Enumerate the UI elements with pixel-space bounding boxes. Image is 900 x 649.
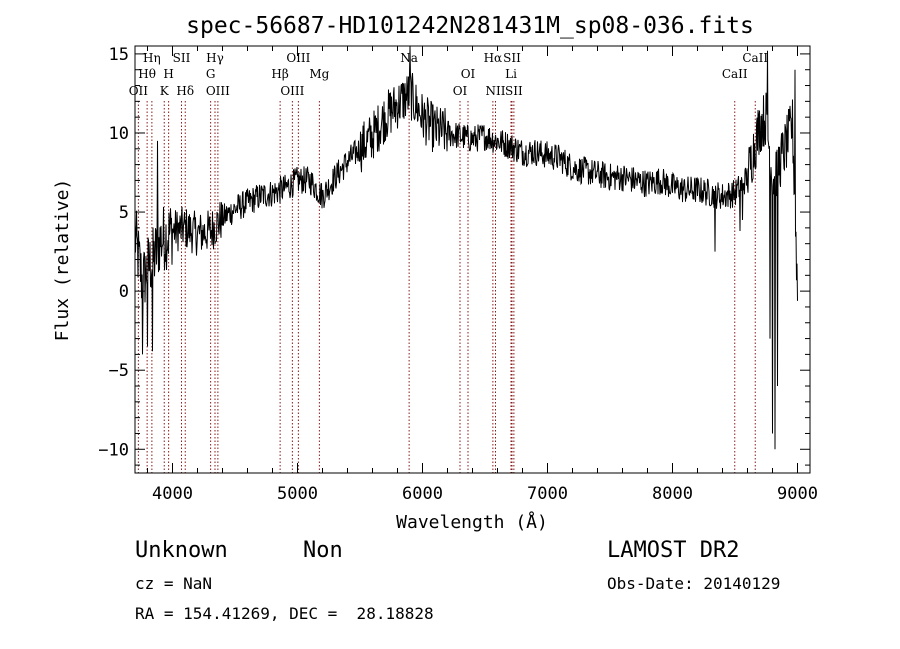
line-label: Li: [505, 67, 517, 81]
chart-title: spec-56687-HD101242N281431M_sp08-036.fit…: [186, 13, 754, 39]
object-class: Unknown: [135, 538, 228, 563]
line-markers: [137, 101, 756, 473]
line-label: OII: [129, 84, 149, 98]
y-tick-label: −5: [109, 361, 129, 381]
spectrum-chart: spec-56687-HD101242N281431M_sp08-036.fit…: [52, 13, 818, 533]
line-label: OIII: [280, 84, 304, 98]
line-label: K: [160, 84, 170, 98]
redshift-text: cz = NaN: [135, 574, 213, 593]
object-subclass: Non: [303, 538, 343, 563]
y-tick-label: −10: [98, 440, 129, 460]
x-tick-label: 4000: [152, 484, 193, 504]
line-label: Hβ: [271, 67, 288, 81]
line-label: OIII: [206, 84, 230, 98]
y-axis: −10 −5 0 5 10 15: [98, 45, 810, 466]
line-label: SII: [503, 51, 521, 65]
line-label: OI: [453, 84, 468, 98]
line-label: CaII: [722, 67, 748, 81]
line-label: CaII: [742, 51, 768, 65]
line-label: SII: [505, 84, 523, 98]
x-tick-label: 7000: [527, 484, 568, 504]
spectrum-line: [134, 45, 798, 450]
line-label: OIII: [286, 51, 310, 65]
y-axis-label: Flux (relative): [52, 179, 73, 342]
x-tick-label: 9000: [777, 484, 818, 504]
obs-date: Obs-Date: 20140129: [607, 574, 781, 593]
x-tick-label: 8000: [652, 484, 693, 504]
y-tick-label: 5: [119, 203, 129, 223]
plot-frame: [134, 45, 811, 474]
x-axis: 4000 5000 6000 7000 8000 9000: [147, 46, 818, 504]
y-tick-label: 0: [119, 282, 129, 302]
line-label: H: [163, 67, 173, 81]
line-label: Hα: [484, 51, 503, 65]
y-tick-label: 10: [109, 124, 129, 144]
survey-name: LAMOST DR2: [607, 538, 740, 563]
line-label: Hγ: [206, 51, 224, 65]
x-axis-label: Wavelength (Å): [396, 511, 548, 533]
line-label: SII: [173, 51, 191, 65]
x-tick-label: 5000: [277, 484, 318, 504]
line-label: Hη: [143, 51, 161, 65]
y-tick-label: 15: [109, 45, 129, 65]
line-label: NII: [486, 84, 506, 98]
line-label: Mg: [309, 67, 329, 81]
line-label: G: [206, 67, 216, 81]
line-label: Hθ: [138, 67, 156, 81]
line-label: OI: [461, 67, 476, 81]
line-label: Na: [400, 51, 418, 65]
x-tick-label: 6000: [402, 484, 443, 504]
coordinates: RA = 154.41269, DEC = 28.18828: [135, 604, 434, 623]
line-label: Hδ: [176, 84, 194, 98]
